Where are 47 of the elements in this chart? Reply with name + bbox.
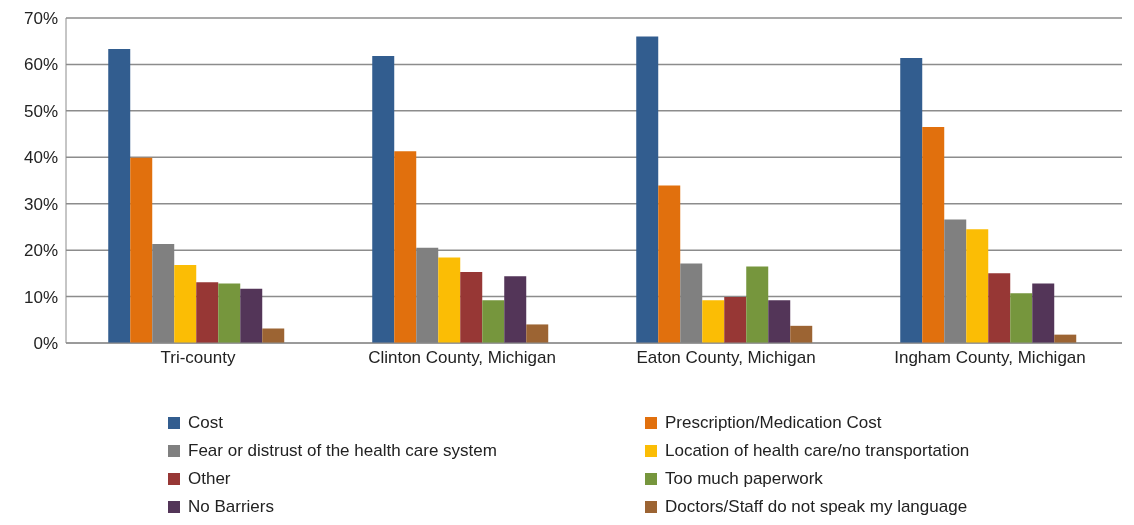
- x-tick-label: Eaton County, Michigan: [636, 348, 816, 368]
- legend-label: Cost: [188, 413, 223, 433]
- bar: [636, 36, 659, 343]
- bar: [966, 229, 989, 343]
- legend-label: No Barriers: [188, 497, 274, 517]
- bar: [438, 257, 461, 343]
- y-tick-label: 50%: [23, 101, 58, 121]
- bar: [658, 185, 681, 343]
- bar: [768, 300, 791, 343]
- bar: [108, 49, 131, 343]
- bar: [394, 151, 417, 343]
- bar: [702, 300, 725, 343]
- bar: [746, 266, 769, 343]
- x-tick-label: Clinton County, Michigan: [368, 348, 556, 368]
- y-tick-label: 0%: [33, 334, 58, 354]
- bar: [988, 273, 1011, 343]
- bar: [218, 283, 241, 343]
- bar: [196, 282, 219, 343]
- bar: [262, 328, 285, 343]
- bar: [460, 271, 483, 343]
- bar: [1010, 293, 1033, 343]
- bar: [526, 324, 549, 343]
- bar: [1032, 283, 1055, 343]
- y-tick-label: 70%: [23, 9, 58, 29]
- legend-label: Other: [188, 469, 231, 489]
- legend-label: Doctors/Staff do not speak my language: [665, 497, 968, 517]
- bar: [372, 56, 395, 343]
- y-tick-label: 10%: [23, 287, 58, 307]
- bar: [240, 288, 263, 343]
- legend-label: Prescription/Medication Cost: [665, 413, 882, 433]
- x-tick-label: Ingham County, Michigan: [894, 348, 1086, 368]
- bar: [922, 127, 945, 343]
- legend-label: Location of health care/no transportation: [665, 441, 970, 461]
- x-tick-label: Tri-county: [160, 348, 236, 368]
- y-tick-label: 30%: [23, 194, 58, 214]
- bar: [724, 297, 747, 343]
- bar: [900, 57, 923, 343]
- bar: [482, 300, 505, 343]
- bar: [130, 157, 153, 343]
- legend-label: Too much paperwork: [665, 469, 823, 489]
- y-tick-label: 20%: [23, 241, 58, 261]
- bar: [504, 276, 527, 343]
- bar: [174, 265, 197, 343]
- y-tick-label: 40%: [23, 148, 58, 168]
- legend-label: Fear or distrust of the health care system: [188, 441, 497, 461]
- y-tick-label: 60%: [23, 55, 58, 75]
- bar: [790, 325, 813, 343]
